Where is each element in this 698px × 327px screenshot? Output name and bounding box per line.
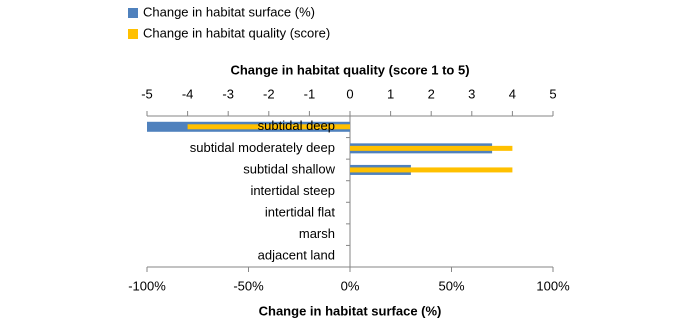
x2-tick-label: -5 bbox=[141, 86, 153, 101]
category-label: subtidal shallow bbox=[243, 161, 335, 176]
x-tick-label: -100% bbox=[128, 278, 166, 293]
category-label: adjacent land bbox=[258, 248, 335, 263]
x2-tick-label: 1 bbox=[387, 86, 394, 101]
legend-swatch bbox=[128, 29, 138, 39]
x2-tick-label: -4 bbox=[182, 86, 194, 101]
bar bbox=[187, 124, 350, 130]
top-axis-title: Change in habitat quality (score 1 to 5) bbox=[230, 62, 469, 77]
x-tick-label: 100% bbox=[536, 278, 570, 293]
legend-swatch bbox=[128, 8, 138, 18]
x-tick-label: 0% bbox=[341, 278, 360, 293]
x2-tick-label: -1 bbox=[304, 86, 316, 101]
category-label: marsh bbox=[299, 226, 335, 241]
x2-tick-label: 4 bbox=[509, 86, 516, 101]
x-tick-label: -50% bbox=[233, 278, 264, 293]
x2-tick-label: 3 bbox=[468, 86, 475, 101]
x2-tick-label: -2 bbox=[263, 86, 275, 101]
x2-tick-label: 0 bbox=[346, 86, 353, 101]
bar bbox=[350, 167, 513, 173]
category-label: intertidal flat bbox=[265, 205, 335, 220]
bottom-axis-title: Change in habitat surface (%) bbox=[259, 303, 442, 318]
x2-tick-label: 2 bbox=[428, 86, 435, 101]
x2-tick-label: -3 bbox=[222, 86, 234, 101]
x2-tick-label: 5 bbox=[549, 86, 556, 101]
category-label: subtidal deep bbox=[258, 118, 335, 133]
category-label: intertidal steep bbox=[250, 183, 335, 198]
bar bbox=[350, 145, 513, 151]
category-label: subtidal moderately deep bbox=[190, 140, 335, 155]
legend-label: Change in habitat quality (score) bbox=[143, 25, 330, 40]
legend-label: Change in habitat surface (%) bbox=[143, 4, 315, 19]
x-tick-label: 50% bbox=[438, 278, 464, 293]
